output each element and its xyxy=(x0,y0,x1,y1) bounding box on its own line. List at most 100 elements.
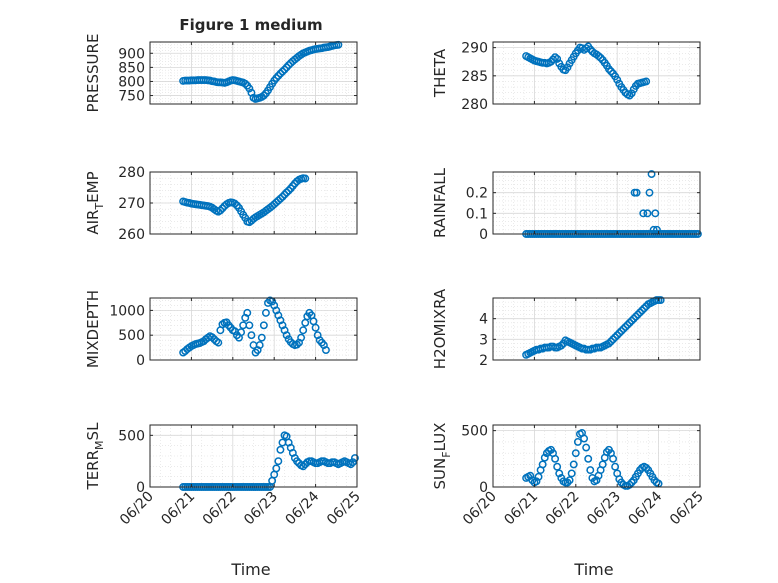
data-point xyxy=(632,188,641,197)
data-point xyxy=(617,327,626,336)
data-point xyxy=(282,188,291,197)
y-tick-label: 260 xyxy=(118,227,145,243)
data-point xyxy=(526,471,535,480)
data-point xyxy=(346,460,355,469)
data-point xyxy=(237,328,246,337)
data-point xyxy=(299,462,308,471)
data-point xyxy=(613,75,622,84)
data-point xyxy=(651,209,660,218)
data-point xyxy=(636,308,644,317)
y-tick-label: 1000 xyxy=(109,303,145,319)
data-point xyxy=(282,331,291,340)
data-point xyxy=(582,443,591,452)
data-point xyxy=(259,91,268,100)
data-point xyxy=(551,53,560,62)
data-point xyxy=(611,462,620,471)
data-point xyxy=(596,53,605,62)
data-point xyxy=(538,460,547,469)
y-tick-label: 500 xyxy=(461,424,488,440)
data-point xyxy=(592,476,601,485)
y-tick-label: 0 xyxy=(136,480,145,496)
data-point xyxy=(216,206,225,215)
data-point xyxy=(619,325,628,333)
panel-rainfall: 0 0.1 0.2 RAINFALL xyxy=(431,167,702,243)
data-point xyxy=(642,77,651,86)
x-tick-label: 06/24 xyxy=(283,488,323,528)
x-tick-label: 06/25 xyxy=(667,489,707,529)
y-tick-label: 850 xyxy=(118,60,145,76)
axes-box xyxy=(492,41,701,105)
data-point xyxy=(245,321,254,330)
data-point xyxy=(553,54,562,63)
x-axis-label-right: Time xyxy=(573,560,613,579)
data-point xyxy=(255,341,264,350)
data-point xyxy=(282,63,291,72)
data-point xyxy=(627,316,636,325)
y-tick-label: 0 xyxy=(136,353,145,369)
data-point xyxy=(586,45,595,54)
data-point xyxy=(272,464,281,473)
y-tick-label: 900 xyxy=(118,46,145,62)
data-point xyxy=(534,472,543,481)
y-tick-label: 0.2 xyxy=(466,186,488,202)
data-point xyxy=(611,333,620,342)
data-point xyxy=(627,478,636,487)
data-point xyxy=(633,310,642,319)
y-tick-label: 0 xyxy=(479,480,488,496)
data-point xyxy=(649,225,658,234)
data-point xyxy=(284,186,293,195)
data-point xyxy=(245,84,254,93)
data-point xyxy=(563,478,572,487)
data-point xyxy=(276,445,285,454)
data-point xyxy=(584,454,593,463)
data-point xyxy=(532,477,541,486)
data-point xyxy=(278,67,287,76)
x-tick-label: 06/24 xyxy=(626,488,666,528)
data-point xyxy=(257,333,266,342)
data-point xyxy=(293,340,301,349)
data-point xyxy=(547,57,555,66)
y-tick-label: 270 xyxy=(118,196,145,212)
data-point xyxy=(274,71,283,80)
data-point xyxy=(278,192,287,201)
data-point xyxy=(604,65,613,74)
data-point xyxy=(311,323,320,332)
data-point xyxy=(638,306,646,315)
data-point xyxy=(348,458,357,467)
axes-box xyxy=(492,171,701,235)
data-point xyxy=(243,308,252,317)
data-point xyxy=(598,460,607,469)
data-point xyxy=(594,52,603,61)
x-axis-label-left: Time xyxy=(230,560,270,579)
y-tick-label: 2 xyxy=(479,353,488,369)
y-tick-label: 800 xyxy=(118,74,145,90)
data-point xyxy=(586,466,595,475)
x-tick-label: 06/22 xyxy=(543,489,583,529)
data-point xyxy=(607,337,615,346)
data-point xyxy=(553,462,562,471)
data-point xyxy=(615,329,624,338)
data-point xyxy=(557,341,566,350)
data-point xyxy=(640,304,649,313)
y-tick-label: 3 xyxy=(479,332,488,348)
data-point xyxy=(602,448,611,457)
data-point xyxy=(540,453,549,462)
axes-box xyxy=(492,424,701,488)
data-point xyxy=(299,326,308,335)
data-point xyxy=(297,333,306,342)
y-tick-label: 290 xyxy=(461,41,488,57)
y-axis-label: TERRMSL xyxy=(84,422,106,491)
data-point xyxy=(274,457,283,466)
data-point xyxy=(272,74,281,83)
series-markers xyxy=(179,174,310,227)
data-point xyxy=(218,204,227,213)
data-point xyxy=(645,188,654,197)
data-point xyxy=(609,454,618,463)
x-tick-label: 06/21 xyxy=(501,489,541,529)
data-point xyxy=(259,321,268,330)
data-point xyxy=(293,457,301,466)
panel-mixdepth: 0 500 1000 MIXDEPTH xyxy=(84,290,358,369)
data-point xyxy=(565,476,574,485)
y-tick-label: 500 xyxy=(118,328,145,344)
